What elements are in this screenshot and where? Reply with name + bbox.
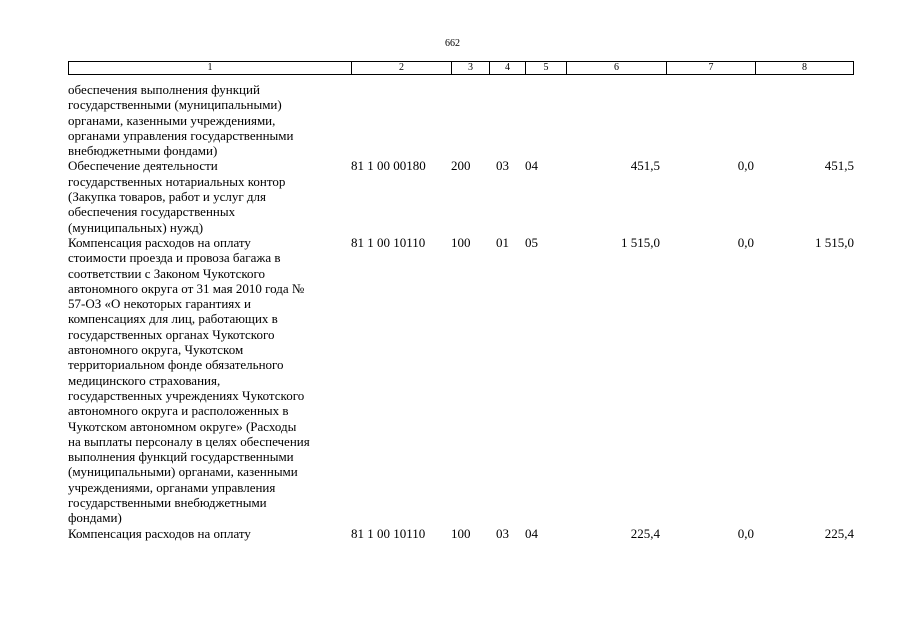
row-code: 81 1 00 10110 xyxy=(351,525,426,541)
row-amount-2: 0,0 xyxy=(737,525,754,541)
row-description: Обеспечение деятельности государственных… xyxy=(68,158,286,235)
row-section: 03 xyxy=(496,525,509,541)
row-amount-2: 0,0 xyxy=(737,158,754,174)
row-total: 225,4 xyxy=(824,525,854,541)
row-expense-type: 100 xyxy=(451,525,471,541)
row-code: 81 1 00 10110 xyxy=(351,234,426,250)
row-expense-type: 100 xyxy=(451,234,471,250)
row-description: обеспечения выполнения функций государст… xyxy=(68,82,294,159)
header-col-2: 2 xyxy=(351,62,451,74)
header-col-1: 1 xyxy=(207,62,213,73)
row-amount: 1 515,0 xyxy=(621,234,660,250)
table-row: обеспечения выполнения функций государст… xyxy=(68,82,854,158)
row-section: 03 xyxy=(496,158,509,174)
row-expense-type: 200 xyxy=(451,158,471,174)
table-row: Обеспечение деятельности государственных… xyxy=(68,158,854,234)
table-row: Компенсация расходов на оплату 81 1 00 1… xyxy=(68,526,854,541)
table-body: обеспечения выполнения функций государст… xyxy=(68,82,854,541)
row-total: 1 515,0 xyxy=(815,234,854,250)
row-subsection: 05 xyxy=(525,234,538,250)
row-description: Компенсация расходов на оплату стоимости… xyxy=(68,234,310,526)
table-row: Компенсация расходов на оплату стоимости… xyxy=(68,235,854,526)
row-subsection: 04 xyxy=(525,525,538,541)
header-col-6: 6 xyxy=(566,62,666,74)
row-total: 451,5 xyxy=(824,158,854,174)
header-col-4: 4 xyxy=(489,62,525,74)
row-subsection: 04 xyxy=(525,158,538,174)
row-amount-2: 0,0 xyxy=(737,234,754,250)
header-col-3: 3 xyxy=(451,62,489,74)
row-amount: 451,5 xyxy=(630,158,660,174)
header-col-7: 7 xyxy=(666,62,755,74)
row-code: 81 1 00 00180 xyxy=(351,158,426,174)
table-header-row: 1 2 3 4 5 6 7 8 xyxy=(68,61,854,75)
row-section: 01 xyxy=(496,234,509,250)
page-number: 662 xyxy=(445,38,460,49)
header-col-8: 8 xyxy=(755,62,853,74)
row-description: Компенсация расходов на оплату xyxy=(68,525,251,541)
header-col-5: 5 xyxy=(525,62,566,74)
row-amount: 225,4 xyxy=(630,525,660,541)
